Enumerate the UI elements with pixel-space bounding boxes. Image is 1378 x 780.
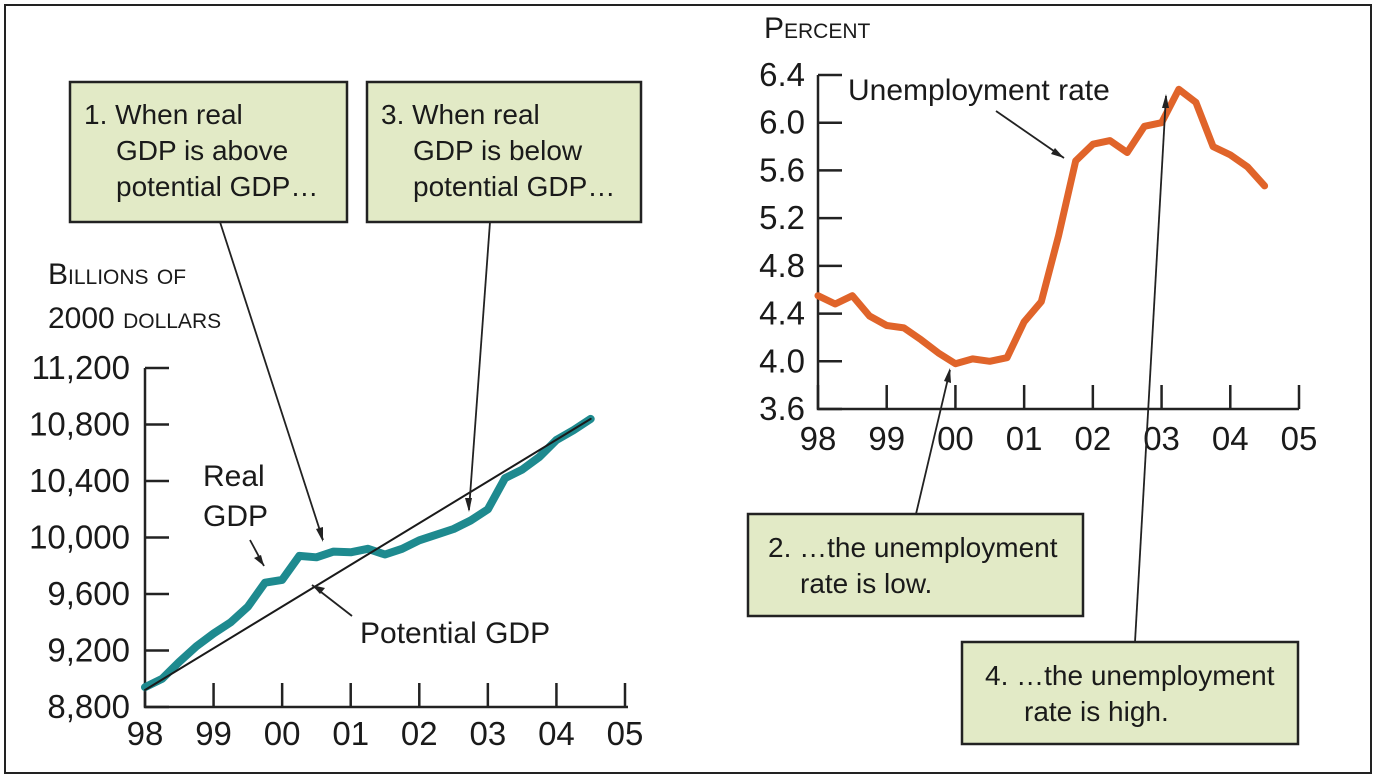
gdp-chart: Billions of 2000 dollars 8,800 9,200 9,600… xyxy=(29,258,643,752)
callout-1-leader-head xyxy=(316,527,323,542)
unemployment-rate-label: Unemployment rate xyxy=(848,74,1110,107)
gdp-xtick-label: 05 xyxy=(607,715,644,752)
callout-3-line2: GDP is below xyxy=(413,135,583,166)
callout-3-leader xyxy=(468,221,491,511)
gdp-ytick-label: 10,800 xyxy=(29,406,130,443)
ur-xtick-label: 05 xyxy=(1281,420,1318,457)
ur-xtick-label: 00 xyxy=(937,420,974,457)
callout-2-leader-head xyxy=(944,368,951,383)
gdp-ytick-label: 10,400 xyxy=(29,462,130,499)
potential-gdp-pointer-head xyxy=(312,585,325,594)
callout-1-line3: potential GDP… xyxy=(116,171,318,202)
gdp-xtick-label: 01 xyxy=(332,715,369,752)
gdp-ytick-label: 11,200 xyxy=(32,349,130,386)
ur-xtick-label: 99 xyxy=(868,420,905,457)
unemployment-pointer xyxy=(995,110,1065,159)
unemployment-ylabel: Percent xyxy=(764,12,871,45)
ur-xtick-label: 03 xyxy=(1143,420,1180,457)
unemployment-x-ticks: 98 99 00 01 02 03 04 05 xyxy=(800,385,1318,457)
callout-4-line2: rate is high. xyxy=(1024,696,1169,727)
unemployment-chart: Percent 3.6 4.0 4.4 4.8 5.2 5.6 6.0 6.4 98 99 00 0… xyxy=(759,12,1317,457)
callout-1-box xyxy=(68,80,349,224)
gdp-xtick-label: 02 xyxy=(401,715,438,752)
unemployment-y-ticks: 3.6 4.0 4.4 4.8 5.2 5.6 6.0 6.4 xyxy=(759,56,842,427)
callout-3: 3. When real GDP is below potential GDP… xyxy=(365,80,643,512)
gdp-xtick-label: 03 xyxy=(469,715,506,752)
ur-series-unemployment-rate xyxy=(814,85,1269,368)
ur-ytick-label: 4.8 xyxy=(759,247,805,284)
ur-ytick-label: 4.4 xyxy=(759,295,805,332)
gdp-ytick-label: 10,000 xyxy=(29,519,130,556)
ur-xtick-label: 04 xyxy=(1212,420,1249,457)
ur-xtick-label: 02 xyxy=(1074,420,1111,457)
callout-1-leader xyxy=(219,221,324,541)
gdp-x-ticks: 98 99 00 01 02 03 04 05 xyxy=(127,683,644,752)
callout-1-line2: GDP is above xyxy=(116,135,288,166)
callout-3-line1: 3. When real xyxy=(381,99,540,130)
gdp-ytick-label: 9,600 xyxy=(47,575,130,612)
real-gdp-pointer-head xyxy=(254,555,264,566)
unemployment-series xyxy=(814,85,1269,368)
gdp-xtick-label: 98 xyxy=(127,715,164,752)
ur-ytick-label: 5.6 xyxy=(759,151,805,188)
gdp-xtick-label: 04 xyxy=(538,715,575,752)
ur-ytick-label: 3.6 xyxy=(759,390,805,427)
callout-2-box xyxy=(746,512,1085,618)
gdp-ylabel-line1: Billions of xyxy=(48,258,186,291)
real-gdp-label-line1: Real xyxy=(203,460,265,493)
gdp-axes xyxy=(143,368,628,709)
callout-4-leader-head xyxy=(1162,94,1169,108)
callout-4-box xyxy=(960,640,1300,746)
ur-ytick-label: 6.4 xyxy=(759,56,805,93)
potential-gdp-label: Potential GDP xyxy=(360,617,550,650)
callout-2-line1: 2. …the unemployment xyxy=(768,532,1058,563)
callout-4-line1: 4. …the unemployment xyxy=(985,660,1275,691)
callout-3-leader-head xyxy=(465,498,472,512)
gdp-series-real-gdp xyxy=(141,414,595,692)
ur-xtick-label: 98 xyxy=(800,420,837,457)
callout-3-box xyxy=(365,80,643,224)
callout-2: 2. …the unemployment rate is low. xyxy=(746,368,1085,618)
unemployment-pointer-head xyxy=(1051,148,1064,158)
callout-3-line3: potential GDP… xyxy=(413,171,615,202)
gdp-ylabel-line2: 2000 dollars xyxy=(48,302,221,335)
ur-ytick-label: 6.0 xyxy=(759,104,805,141)
gdp-series xyxy=(141,414,595,692)
gdp-xtick-label: 00 xyxy=(264,715,301,752)
gdp-ytick-label: 9,200 xyxy=(47,632,130,669)
callout-4-leader xyxy=(1134,95,1167,643)
gdp-xtick-label: 99 xyxy=(195,715,232,752)
callout-1: 1. When real GDP is above potential GDP… xyxy=(68,80,349,542)
gdp-ytick-label: 8,800 xyxy=(47,688,130,725)
ur-xtick-label: 01 xyxy=(1006,420,1043,457)
callout-1-line1: 1. When real xyxy=(84,99,243,130)
callout-4: 4. …the unemployment rate is high. xyxy=(960,94,1300,746)
callout-2-line2: rate is low. xyxy=(800,568,932,599)
real-gdp-label-line2: GDP xyxy=(203,500,268,533)
ur-ytick-label: 5.2 xyxy=(759,199,805,236)
gdp-series-potential-gdp xyxy=(144,417,592,691)
ur-ytick-label: 4.0 xyxy=(759,342,805,379)
callout-2-leader xyxy=(915,369,951,515)
gdp-y-ticks: 8,800 9,200 9,600 10,000 10,400 10,800 11,200 xyxy=(29,349,169,725)
